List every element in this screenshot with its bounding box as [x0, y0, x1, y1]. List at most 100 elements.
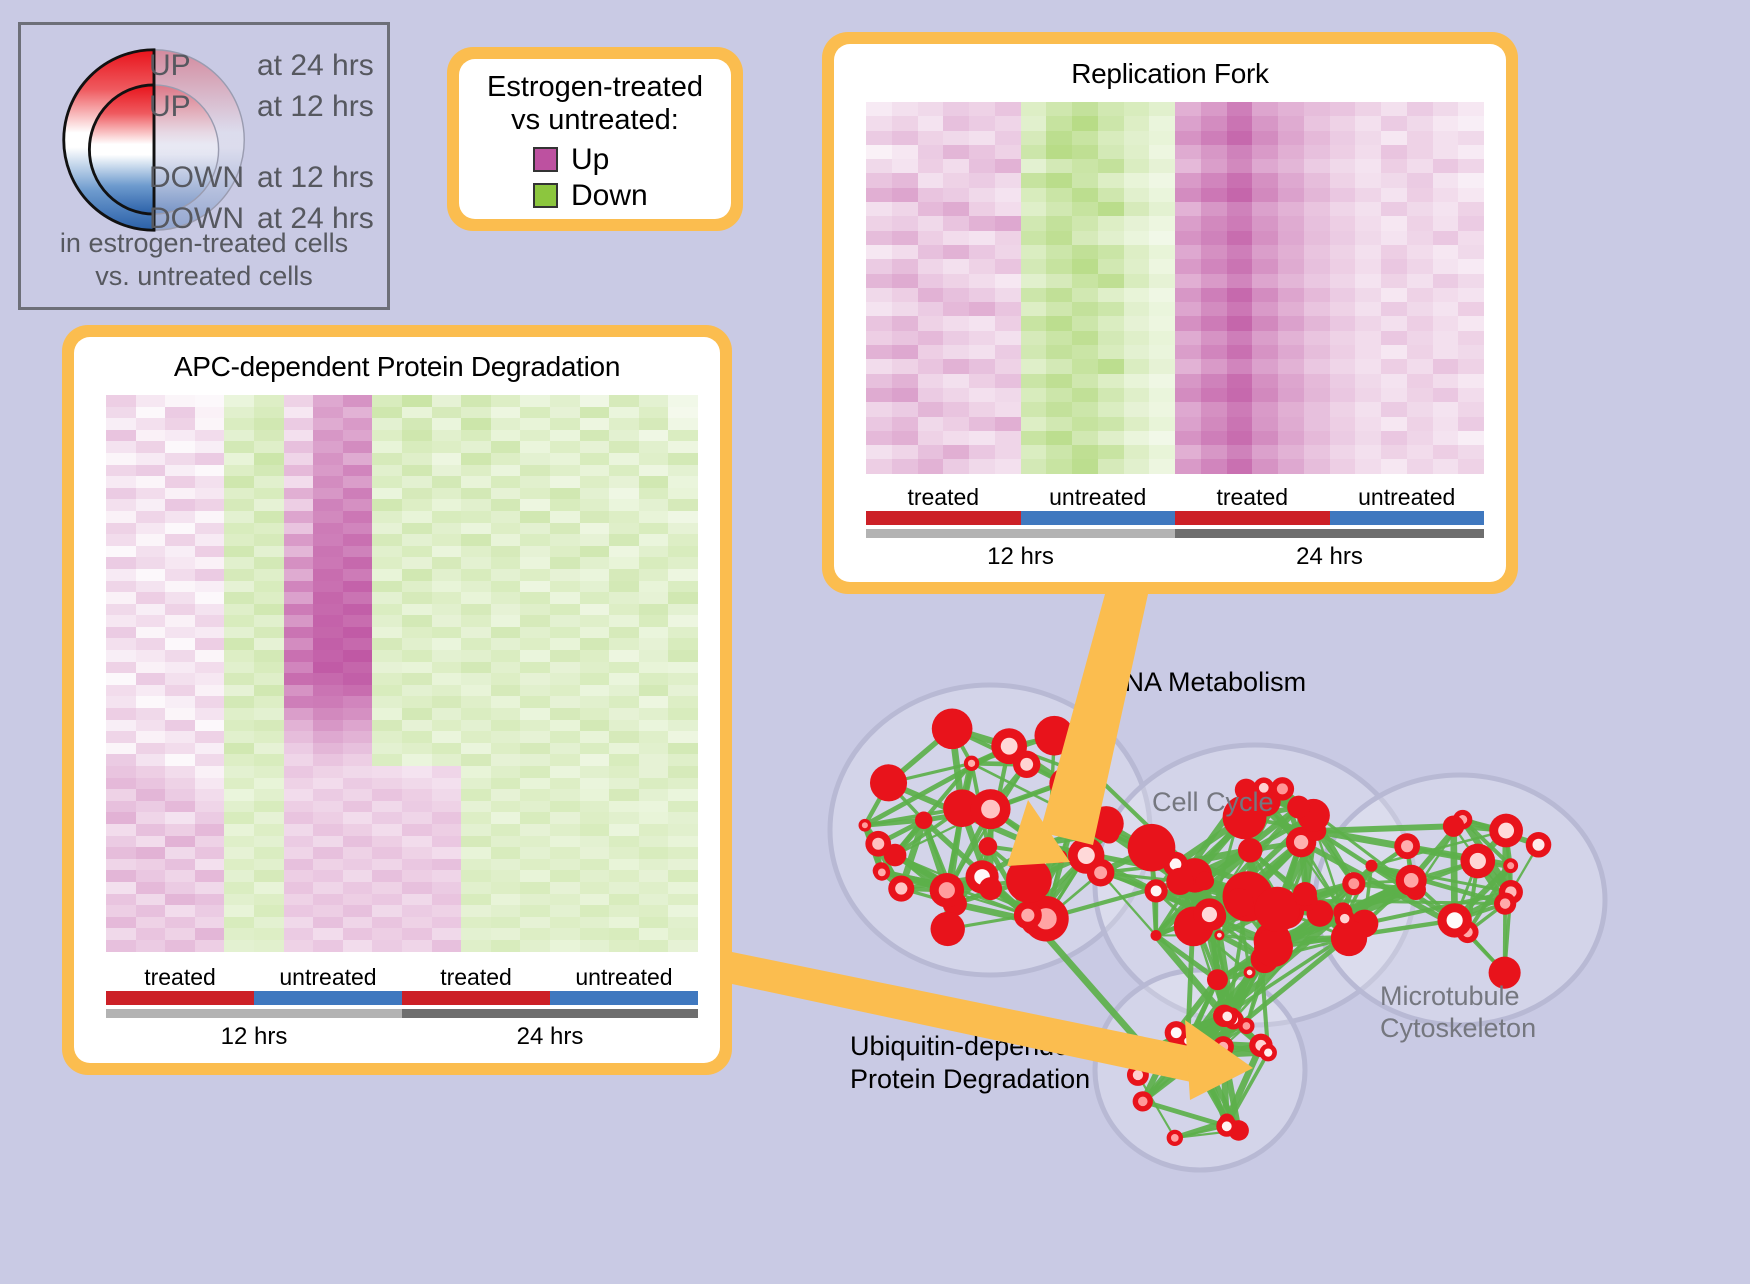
- heatmap-cell: [106, 847, 136, 859]
- network-node[interactable]: [1224, 888, 1253, 917]
- heatmap-cell: [609, 754, 639, 766]
- heatmap-cell: [491, 615, 521, 627]
- heatmap-cell: [343, 441, 373, 453]
- heatmap-cell: [1021, 417, 1047, 431]
- heatmap-cell: [1433, 459, 1459, 473]
- network-node[interactable]: [870, 764, 907, 801]
- heatmap-cell: [1072, 459, 1098, 473]
- network-node-core: [1001, 738, 1018, 755]
- heatmap-cell: [1330, 316, 1356, 330]
- network-node[interactable]: [931, 912, 965, 946]
- network-node[interactable]: [1293, 882, 1317, 906]
- heatmap-cell: [580, 812, 610, 824]
- heatmap-cell: [136, 801, 166, 813]
- heatmap-cell: [520, 511, 550, 523]
- heatmap-cell: [461, 511, 491, 523]
- heatmap-cell: [1407, 259, 1433, 273]
- network-node[interactable]: [1287, 796, 1310, 819]
- heatmap-cell: [1124, 202, 1150, 216]
- heatmap-cell: [1278, 302, 1304, 316]
- heatmap-cell: [1227, 145, 1253, 159]
- network-node[interactable]: [915, 812, 933, 830]
- heatmap-cell: [1355, 302, 1381, 316]
- heatmap-cell: [402, 546, 432, 558]
- heatmap-cell: [1381, 459, 1407, 473]
- network-node[interactable]: [1238, 838, 1263, 863]
- network-node[interactable]: [1365, 860, 1377, 872]
- heatmap-cell: [1175, 302, 1201, 316]
- heatmap-cell: [106, 407, 136, 419]
- heatmap-cell: [284, 824, 314, 836]
- heatmap-cell: [520, 928, 550, 940]
- heatmap-cell: [402, 731, 432, 743]
- heatmap-cell: [165, 488, 195, 500]
- heatmap-cell: [639, 430, 669, 442]
- network-node[interactable]: [1128, 824, 1176, 872]
- network-node[interactable]: [932, 708, 973, 749]
- heatmap-cell: [969, 302, 995, 316]
- time-label: at 12 hrs: [257, 90, 374, 124]
- network-node[interactable]: [1254, 928, 1293, 967]
- heatmap-cell: [461, 685, 491, 697]
- heatmap-cell: [224, 476, 254, 488]
- heatmap-cell: [520, 604, 550, 616]
- heatmap-cell: [224, 917, 254, 929]
- heatmap-cell: [668, 534, 698, 546]
- heatmap-cell: [668, 627, 698, 639]
- heatmap-cell: [866, 316, 892, 330]
- heatmap-cell: [1227, 388, 1253, 402]
- heatmap-cell: [1458, 417, 1484, 431]
- heatmap-cell: [668, 395, 698, 407]
- heatmap-cell: [224, 627, 254, 639]
- heatmap-cell: [1072, 159, 1098, 173]
- network-node[interactable]: [979, 837, 998, 856]
- heatmap-cell: [402, 453, 432, 465]
- heatmap-cell: [918, 388, 944, 402]
- network-node[interactable]: [1151, 930, 1162, 941]
- network-node[interactable]: [979, 877, 1002, 900]
- network-node[interactable]: [1196, 872, 1215, 891]
- heatmap-cell: [313, 395, 343, 407]
- heatmap-cell: [1355, 288, 1381, 302]
- heatmap-cell: [995, 359, 1021, 373]
- heatmap-cell: [1433, 431, 1459, 445]
- heatmap-cell: [1098, 202, 1124, 216]
- heatmap-cell: [1278, 417, 1304, 431]
- heatmap-cell: [1149, 259, 1175, 273]
- heatmap-cell: [1124, 345, 1150, 359]
- network-node[interactable]: [1089, 806, 1124, 841]
- heatmap-cell: [1021, 331, 1047, 345]
- heatmap-cell: [1330, 231, 1356, 245]
- heatmap-cell: [520, 499, 550, 511]
- heatmap-cell: [995, 345, 1021, 359]
- heatmap-cell: [1072, 102, 1098, 116]
- heatmap-cell: [1046, 302, 1072, 316]
- heatmap-cell: [284, 917, 314, 929]
- heatmap-cell: [343, 789, 373, 801]
- network-node[interactable]: [1166, 868, 1193, 895]
- heatmap-cell: [313, 801, 343, 813]
- time-label: at 24 hrs: [257, 49, 374, 83]
- heatmap-cell: [195, 940, 225, 952]
- heatmap-cell: [918, 202, 944, 216]
- heatmap-cell: [520, 441, 550, 453]
- heatmap-cell: [1381, 116, 1407, 130]
- heatmap-cell: [1046, 216, 1072, 230]
- heatmap-cell: [580, 569, 610, 581]
- heatmap-cell: [1124, 374, 1150, 388]
- network-node[interactable]: [1034, 716, 1074, 756]
- network-node[interactable]: [1006, 857, 1052, 903]
- network-node[interactable]: [1207, 969, 1228, 990]
- heatmap-cell: [550, 812, 580, 824]
- heatmap-cell: [106, 708, 136, 720]
- heatmap-cell: [995, 402, 1021, 416]
- network-node[interactable]: [1443, 815, 1464, 836]
- network-node-core: [1036, 842, 1041, 847]
- heatmap-cell: [1278, 445, 1304, 459]
- heatmap-cell: [520, 407, 550, 419]
- network-node[interactable]: [1054, 850, 1067, 863]
- heatmap-cell: [165, 546, 195, 558]
- heatmap-cell: [520, 696, 550, 708]
- heatmap-cell: [1458, 359, 1484, 373]
- heatmap-cell: [866, 216, 892, 230]
